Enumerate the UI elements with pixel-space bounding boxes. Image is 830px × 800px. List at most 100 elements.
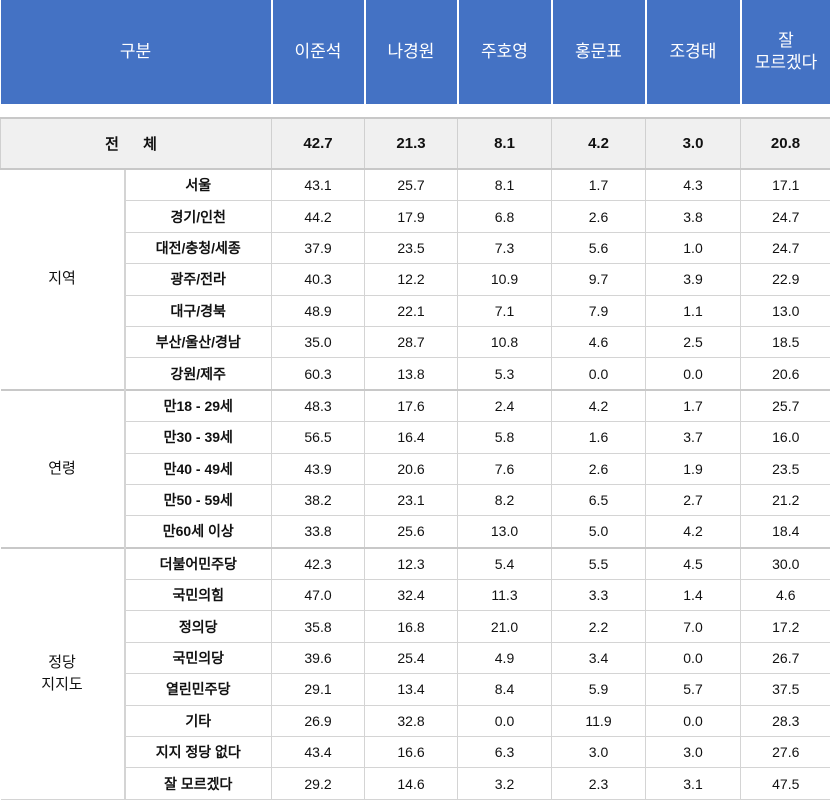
row-label: 기타 bbox=[125, 705, 272, 736]
cell-value: 35.0 bbox=[272, 326, 365, 357]
cell-value: 37.9 bbox=[272, 232, 365, 263]
cell-value: 28.7 bbox=[365, 326, 458, 357]
cell-value: 17.1 bbox=[741, 169, 830, 201]
row-label: 지지 정당 없다 bbox=[125, 737, 272, 768]
total-value: 42.7 bbox=[272, 118, 365, 169]
cell-value: 1.1 bbox=[646, 295, 741, 326]
cell-value: 47.5 bbox=[741, 768, 830, 799]
cell-value: 16.4 bbox=[365, 422, 458, 453]
cell-value: 7.3 bbox=[458, 232, 552, 263]
cell-value: 0.0 bbox=[552, 358, 646, 390]
row-label: 더불어민주당 bbox=[125, 548, 272, 580]
total-label: 전 체 bbox=[1, 118, 272, 169]
cell-value: 16.0 bbox=[741, 422, 830, 453]
row-label: 열린민주당 bbox=[125, 674, 272, 705]
cell-value: 26.9 bbox=[272, 705, 365, 736]
cell-value: 20.6 bbox=[741, 358, 830, 390]
cell-value: 47.0 bbox=[272, 580, 365, 611]
cell-value: 23.1 bbox=[365, 484, 458, 515]
cell-value: 4.3 bbox=[646, 169, 741, 201]
cell-value: 42.3 bbox=[272, 548, 365, 580]
cell-value: 6.5 bbox=[552, 484, 646, 515]
cell-value: 56.5 bbox=[272, 422, 365, 453]
total-value: 8.1 bbox=[458, 118, 552, 169]
cell-value: 43.9 bbox=[272, 453, 365, 484]
cell-value: 2.6 bbox=[552, 201, 646, 232]
cell-value: 23.5 bbox=[365, 232, 458, 263]
cell-value: 1.0 bbox=[646, 232, 741, 263]
cell-value: 27.6 bbox=[741, 737, 830, 768]
cell-value: 4.6 bbox=[741, 580, 830, 611]
cell-value: 48.9 bbox=[272, 295, 365, 326]
cell-value: 7.1 bbox=[458, 295, 552, 326]
cell-value: 40.3 bbox=[272, 264, 365, 295]
cell-value: 21.0 bbox=[458, 611, 552, 642]
row-label: 만30 - 39세 bbox=[125, 422, 272, 453]
cell-value: 0.0 bbox=[646, 358, 741, 390]
cell-value: 25.7 bbox=[741, 390, 830, 422]
cell-value: 24.7 bbox=[741, 201, 830, 232]
cell-value: 24.7 bbox=[741, 232, 830, 263]
row-label: 부산/울산/경남 bbox=[125, 326, 272, 357]
cell-value: 30.0 bbox=[741, 548, 830, 580]
cell-value: 29.2 bbox=[272, 768, 365, 799]
cell-value: 22.9 bbox=[741, 264, 830, 295]
cell-value: 5.8 bbox=[458, 422, 552, 453]
cell-value: 0.0 bbox=[458, 705, 552, 736]
header-column: 주호영 bbox=[458, 0, 552, 104]
cell-value: 13.8 bbox=[365, 358, 458, 390]
cell-value: 26.7 bbox=[741, 642, 830, 673]
row-label: 서울 bbox=[125, 169, 272, 201]
row-label: 만60세 이상 bbox=[125, 516, 272, 548]
group-label: 정당 지지도 bbox=[1, 548, 125, 800]
cell-value: 4.6 bbox=[552, 326, 646, 357]
cell-value: 1.7 bbox=[552, 169, 646, 201]
row-label: 광주/전라 bbox=[125, 264, 272, 295]
cell-value: 6.8 bbox=[458, 201, 552, 232]
cell-value: 3.0 bbox=[552, 737, 646, 768]
cell-value: 7.6 bbox=[458, 453, 552, 484]
cell-value: 17.2 bbox=[741, 611, 830, 642]
cell-value: 3.4 bbox=[552, 642, 646, 673]
cell-value: 3.3 bbox=[552, 580, 646, 611]
cell-value: 5.5 bbox=[552, 548, 646, 580]
cell-value: 0.0 bbox=[646, 642, 741, 673]
cell-value: 5.6 bbox=[552, 232, 646, 263]
cell-value: 5.9 bbox=[552, 674, 646, 705]
header-category: 구분 bbox=[1, 0, 272, 104]
cell-value: 22.1 bbox=[365, 295, 458, 326]
cell-value: 11.3 bbox=[458, 580, 552, 611]
cell-value: 43.1 bbox=[272, 169, 365, 201]
total-value: 20.8 bbox=[741, 118, 830, 169]
cell-value: 2.4 bbox=[458, 390, 552, 422]
cell-value: 38.2 bbox=[272, 484, 365, 515]
cell-value: 29.1 bbox=[272, 674, 365, 705]
row-label: 만18 - 29세 bbox=[125, 390, 272, 422]
cell-value: 37.5 bbox=[741, 674, 830, 705]
cell-value: 14.6 bbox=[365, 768, 458, 799]
cell-value: 32.8 bbox=[365, 705, 458, 736]
cell-value: 39.6 bbox=[272, 642, 365, 673]
cell-value: 13.0 bbox=[458, 516, 552, 548]
cell-value: 33.8 bbox=[272, 516, 365, 548]
cell-value: 20.6 bbox=[365, 453, 458, 484]
cell-value: 4.2 bbox=[552, 390, 646, 422]
cell-value: 25.7 bbox=[365, 169, 458, 201]
cell-value: 8.1 bbox=[458, 169, 552, 201]
cell-value: 1.7 bbox=[646, 390, 741, 422]
header-column: 나경원 bbox=[365, 0, 458, 104]
cell-value: 3.7 bbox=[646, 422, 741, 453]
row-label: 국민의당 bbox=[125, 642, 272, 673]
row-label: 대전/충청/세종 bbox=[125, 232, 272, 263]
cell-value: 3.0 bbox=[646, 737, 741, 768]
